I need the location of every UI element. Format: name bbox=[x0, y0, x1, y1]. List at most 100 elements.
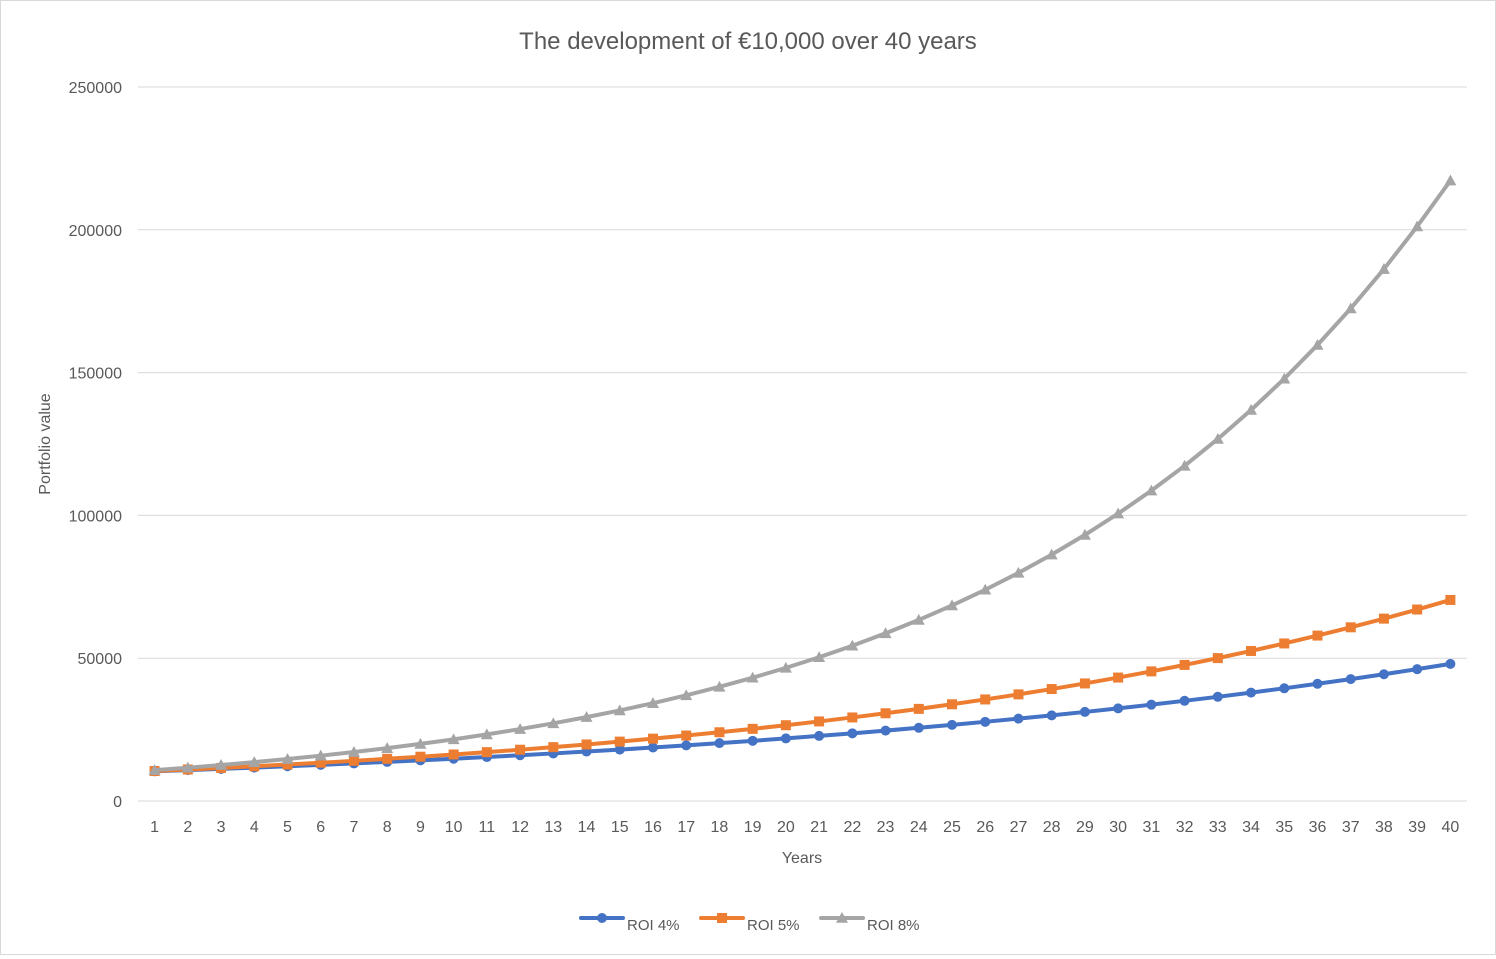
data-point bbox=[913, 722, 924, 733]
data-point bbox=[946, 599, 959, 611]
x-tick-label: 18 bbox=[711, 819, 729, 836]
x-tick-label: 12 bbox=[511, 819, 529, 836]
data-point bbox=[1444, 174, 1457, 186]
x-tick-label: 14 bbox=[578, 819, 596, 836]
x-tick-label: 1 bbox=[150, 819, 159, 836]
x-tick-label: 5 bbox=[283, 819, 292, 836]
y-axis-ticks: 0 50000 100000 150000 200000 250000 bbox=[69, 80, 122, 811]
series-roi-8- bbox=[148, 174, 1457, 775]
series-roi-5- bbox=[149, 594, 1456, 777]
legend-label: ROI 4% bbox=[627, 917, 680, 934]
data-point bbox=[1246, 687, 1257, 698]
data-point bbox=[1312, 678, 1323, 689]
x-tick-label: 23 bbox=[877, 819, 895, 836]
data-point bbox=[1445, 658, 1456, 669]
x-tick-label: 38 bbox=[1375, 819, 1393, 836]
data-point bbox=[879, 627, 892, 639]
x-tick-label: 32 bbox=[1176, 819, 1194, 836]
data-point bbox=[1179, 695, 1190, 706]
data-point bbox=[614, 736, 625, 747]
x-tick-label: 7 bbox=[350, 819, 359, 836]
data-point bbox=[1412, 664, 1423, 675]
legend-item: ROI 8% bbox=[819, 912, 920, 934]
data-point bbox=[1013, 713, 1024, 724]
data-point bbox=[1078, 528, 1091, 540]
gridlines bbox=[138, 86, 1467, 802]
data-point bbox=[1378, 613, 1389, 624]
legend-marker bbox=[836, 912, 848, 923]
data-point bbox=[448, 749, 459, 760]
data-point bbox=[880, 708, 891, 719]
x-tick-label: 31 bbox=[1142, 819, 1160, 836]
x-tick-label: 29 bbox=[1076, 819, 1094, 836]
x-tick-label: 27 bbox=[1010, 819, 1028, 836]
x-tick-label: 9 bbox=[416, 819, 425, 836]
series-line bbox=[152, 661, 1453, 774]
x-tick-label: 24 bbox=[910, 819, 928, 836]
data-point bbox=[1279, 683, 1290, 694]
x-tick-label: 35 bbox=[1275, 819, 1293, 836]
data-point bbox=[1146, 666, 1157, 677]
data-point bbox=[980, 694, 991, 705]
data-point bbox=[580, 711, 593, 722]
data-point bbox=[414, 737, 427, 749]
data-point bbox=[1179, 659, 1190, 670]
data-point bbox=[1377, 263, 1390, 274]
data-point bbox=[1345, 674, 1356, 685]
data-point bbox=[1245, 404, 1258, 415]
y-tick-label: 250000 bbox=[69, 80, 122, 97]
x-tick-label: 15 bbox=[611, 819, 629, 836]
data-point bbox=[1411, 220, 1424, 232]
data-point bbox=[681, 740, 692, 751]
legend-label: ROI 8% bbox=[867, 917, 920, 934]
data-point bbox=[912, 613, 925, 625]
x-tick-label: 4 bbox=[250, 819, 259, 836]
y-tick-label: 150000 bbox=[69, 366, 122, 383]
data-point bbox=[1012, 566, 1025, 578]
x-tick-label: 20 bbox=[777, 819, 795, 836]
x-tick-label: 11 bbox=[479, 819, 496, 836]
data-point bbox=[714, 738, 725, 749]
series-line bbox=[152, 597, 1453, 774]
x-tick-label: 40 bbox=[1441, 819, 1459, 836]
data-point bbox=[1178, 459, 1191, 471]
x-tick-label: 2 bbox=[183, 819, 192, 836]
data-point bbox=[846, 639, 859, 651]
data-point bbox=[779, 661, 792, 673]
data-point bbox=[1079, 678, 1090, 689]
data-point bbox=[747, 723, 758, 734]
series-line bbox=[152, 178, 1453, 773]
data-point bbox=[181, 761, 194, 773]
data-point bbox=[980, 716, 991, 727]
data-point bbox=[314, 749, 327, 761]
data-point bbox=[581, 739, 592, 750]
legend-item: ROI 5% bbox=[699, 913, 800, 934]
x-tick-label: 10 bbox=[445, 819, 463, 836]
data-point bbox=[381, 742, 394, 753]
data-point bbox=[1246, 645, 1257, 656]
x-tick-label: 16 bbox=[644, 819, 662, 836]
data-point bbox=[713, 680, 726, 692]
x-tick-label: 3 bbox=[217, 819, 226, 836]
data-point bbox=[1344, 302, 1357, 314]
x-tick-label: 17 bbox=[677, 819, 695, 836]
x-tick-label: 13 bbox=[544, 819, 562, 836]
x-tick-label: 6 bbox=[316, 819, 325, 836]
data-point bbox=[746, 671, 759, 683]
data-point bbox=[979, 583, 992, 595]
data-point bbox=[647, 742, 658, 753]
data-point bbox=[947, 719, 958, 730]
data-point bbox=[647, 733, 658, 744]
x-tick-label: 36 bbox=[1309, 819, 1327, 836]
data-point bbox=[347, 746, 360, 757]
data-point bbox=[215, 759, 228, 770]
data-point bbox=[913, 703, 924, 714]
data-point bbox=[481, 747, 492, 758]
data-point bbox=[514, 723, 527, 734]
data-point bbox=[515, 744, 526, 755]
data-point bbox=[614, 744, 625, 755]
data-point bbox=[415, 751, 426, 762]
data-point bbox=[1312, 630, 1323, 641]
data-point bbox=[847, 728, 858, 739]
